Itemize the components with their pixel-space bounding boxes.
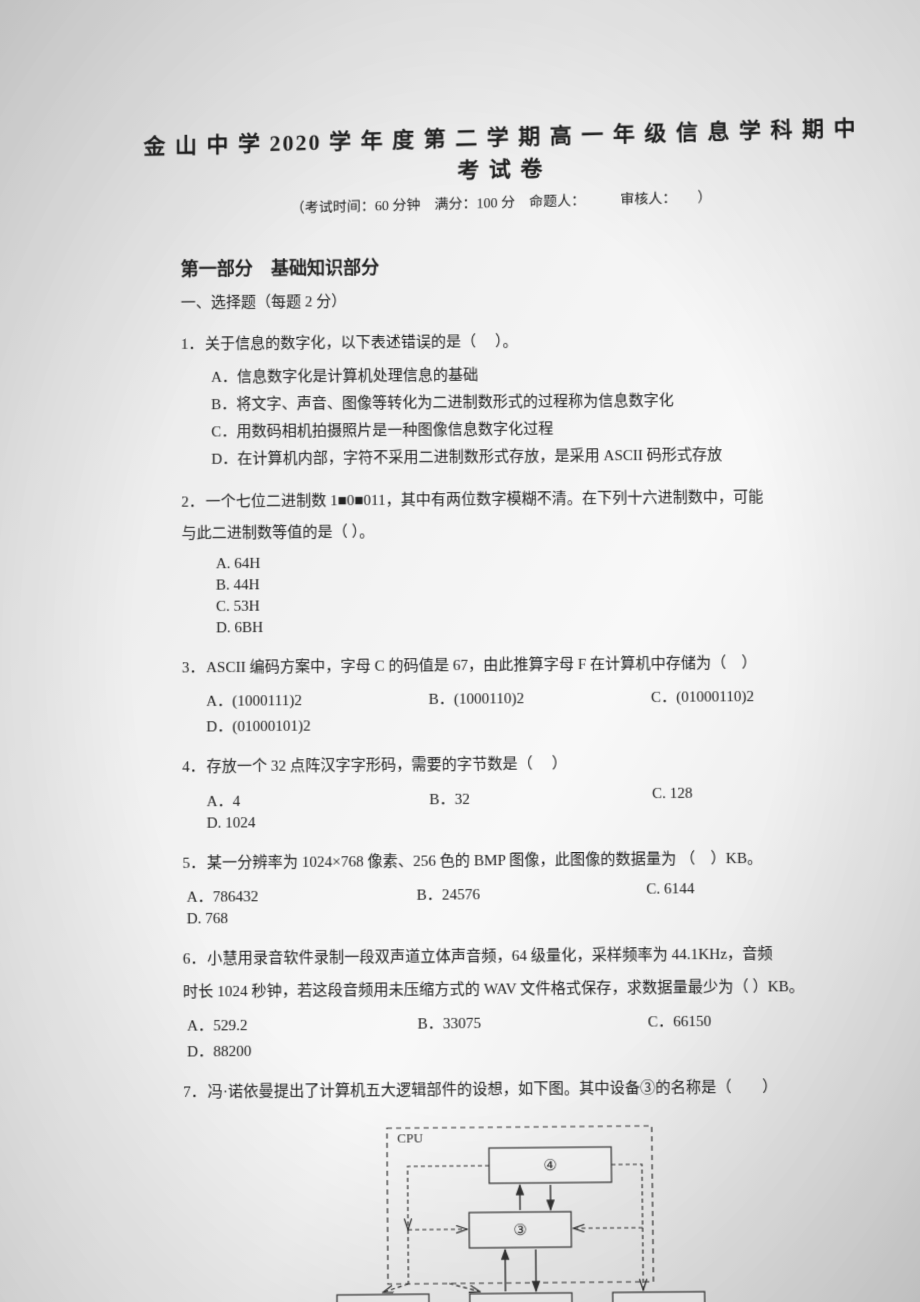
q6-opt-b: B．33075 [413,1008,644,1036]
q1-stem: 关于信息的数字化，以下表述错误的是（ ）。 [205,334,518,353]
q3-opt-c: C．(01000110)2 [647,682,870,709]
q1-opt-d: D．在计算机内部，字符不采用二进制数形式存放，是采用 ASCII 码形式存放 [211,440,866,473]
part-sub: 一、选择题（每题 2 分） [181,285,864,312]
q4-opt-d: D. 1024 [203,807,872,834]
q5-options: A．786432 B．24576 C. 6144 D. 768 [183,877,873,930]
q4-options: A．4 B．32 C. 128 D. 1024 [202,781,871,834]
q3-stem: ASCII 编码方案中，字母 C 的码值是 67，由此推算字母 F 在计算机中存… [206,655,757,676]
q4-opt-c: C. 128 [648,781,871,809]
q6-opt-c: C．66150 [644,1006,875,1034]
q2-stem2: 与此二进制数等值的是（ ）。 [181,516,826,548]
exam-page: 金 山 中 学 2020 学 年 度 第 二 学 期 高 一 年 级 信 息 学… [0,0,920,1302]
q6-opt-a: A．529.2 [183,1010,414,1038]
von-neumann-diagram: CPU ④ ③ ① ② ⑤ [295,1114,726,1302]
q6-number: 6． [183,947,207,973]
exam-title: 金 山 中 学 2020 学 年 度 第 二 学 期 高 一 年 级 信 息 学… [140,111,861,194]
q3-opt-a: A．(1000111)2 [202,686,425,713]
q4-opt-a: A．4 [202,785,425,813]
part-heading: 第一部分 基础知识部分 [181,249,863,281]
question-4: 4．存放一个 32 点阵汉字字形码，需要的字节数是（ ） [182,750,830,782]
q5-opt-b: B．24576 [412,879,642,907]
q2-options: A. 64H B. 44H C. 53H D. 6BH [212,548,869,639]
question-2: 2．一个七位二进制数 1■0■011，其中有两位数字模糊不清。在下列十六进制数中… [181,484,826,516]
q3-opt-d: D．(01000101)2 [202,707,870,738]
q4-stem: 存放一个 32 点阵汉字字形码，需要的字节数是（ ） [206,756,567,776]
q6-options: A．529.2 B．33075 C．66150 D．88200 [183,1006,875,1064]
q7-stem: 冯·诺依曼提出了计算机五大逻辑部件的设想，如下图。其中设备③的名称是（ ） [208,1079,778,1101]
q3-number: 3． [182,655,206,681]
q5-stem: 某一分辨率为 1024×768 像素、256 色的 BMP 图像，此图像的数据量… [207,850,763,871]
node-3-label: ③ [513,1222,527,1239]
q6-stem2: 时长 1024 秒钟，若这段音频用未压缩方式的 WAV 文件格式保存，求数据量最… [183,974,833,1006]
question-5: 5．某一分辨率为 1024×768 像素、256 色的 BMP 图像，此图像的数… [182,845,831,877]
question-1: 1．关于信息的数字化，以下表述错误的是（ ）。 [181,327,824,358]
question-6: 6．小慧用录音软件录制一段双声道立体声音频，64 级量化，采样频率为 44.1K… [183,941,833,973]
q1-options: A．信息数字化是计算机处理信息的基础 B．将文字、声音、图像等转化为二进制数形式… [211,359,866,474]
q2-stem1: 一个七位二进制数 1■0■011，其中有两位数字模糊不清。在下列十六进制数中，可… [205,489,763,510]
cpu-label: CPU [397,1129,423,1145]
q5-number: 5． [182,851,206,877]
q3-opt-b: B．(1000110)2 [424,684,647,711]
q4-opt-b: B．32 [425,783,648,811]
node-4-label: ④ [543,1157,557,1174]
q2-opt-d: D. 6BH [212,612,868,639]
q5-opt-c: C. 6144 [642,877,872,905]
question-7: 7．冯·诺依曼提出了计算机五大逻辑部件的设想，如下图。其中设备③的名称是（ ） [183,1075,834,1107]
question-3: 3．ASCII 编码方案中，字母 C 的码值是 67，由此推算字母 F 在计算机… [182,650,829,682]
q7-number: 7． [183,1080,208,1107]
sheet: 金 山 中 学 2020 学 年 度 第 二 学 期 高 一 年 级 信 息 学… [140,77,880,1302]
q1-number: 1． [181,333,205,359]
q6-opt-d: D．88200 [183,1032,875,1064]
q6-stem1: 小慧用录音软件录制一段双声道立体声音频，64 级量化，采样频率为 44.1KHz… [207,946,773,967]
q2-number: 2． [181,490,205,516]
q4-number: 4． [182,755,206,781]
q3-options: A．(1000111)2 B．(1000110)2 C．(01000110)2 … [202,682,870,739]
q5-opt-a: A．786432 [183,881,413,909]
